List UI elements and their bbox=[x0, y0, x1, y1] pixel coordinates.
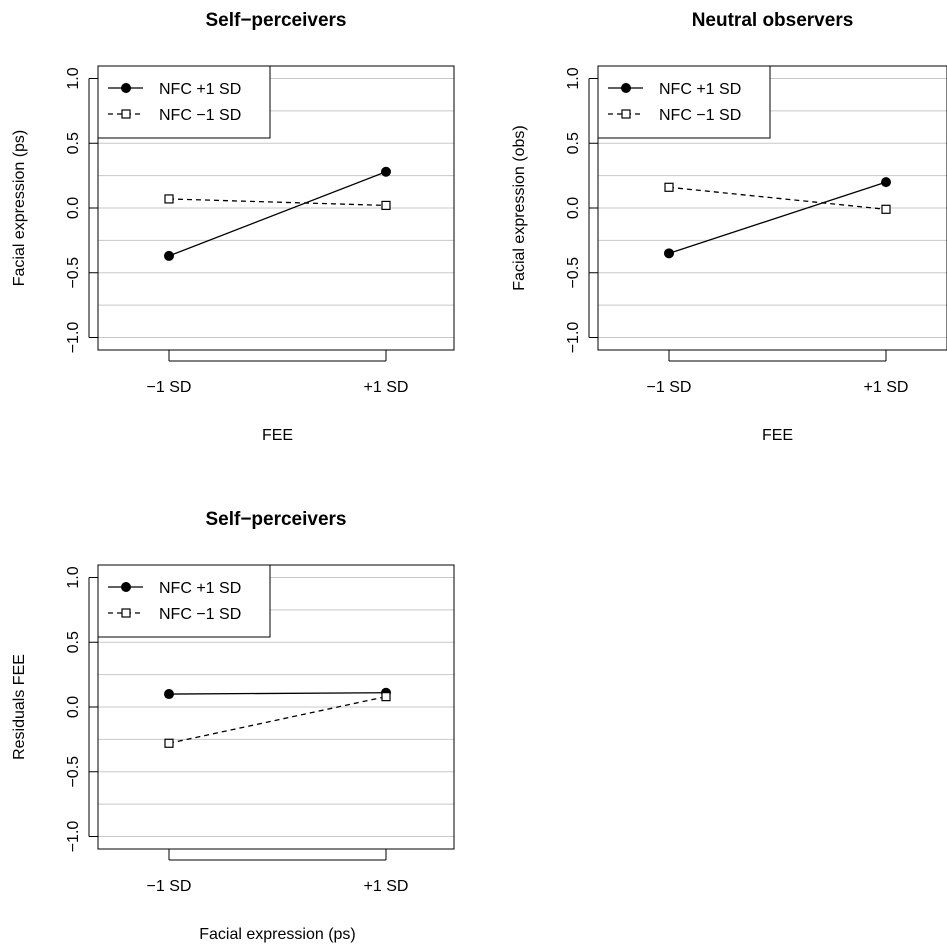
series-line bbox=[168, 171, 387, 257]
y-tick-label: 1.0 bbox=[65, 566, 82, 588]
legend-marker bbox=[121, 83, 131, 93]
y-tick-label: −0.5 bbox=[565, 257, 582, 289]
legend-label: NFC +1 SD bbox=[159, 580, 241, 597]
data-point bbox=[881, 204, 891, 214]
y-axis-label: Facial expression (ps) bbox=[11, 130, 28, 287]
series-2 bbox=[164, 194, 391, 211]
y-tick-label: 0.5 bbox=[65, 132, 82, 154]
series-1 bbox=[164, 687, 391, 700]
data-point bbox=[664, 182, 674, 192]
data-point bbox=[164, 689, 174, 700]
legend-marker bbox=[621, 83, 631, 93]
x-tick-label: +1 SD bbox=[364, 878, 409, 895]
series-1 bbox=[164, 166, 391, 261]
data-point bbox=[881, 177, 891, 188]
legend-label: NFC +1 SD bbox=[659, 81, 741, 98]
series-line bbox=[168, 198, 387, 207]
data-point bbox=[664, 248, 674, 259]
x-tick-label: −1 SD bbox=[147, 379, 192, 396]
y-tick-label: −1.0 bbox=[65, 322, 82, 354]
chart-title: Self−perceivers bbox=[205, 509, 346, 530]
data-point bbox=[164, 738, 174, 748]
y-tick-label: 0.0 bbox=[65, 197, 82, 219]
legend-label: NFC −1 SD bbox=[159, 606, 241, 623]
plot-panel-3: Self−perceivers −1.0 −0.5 0.0 0.5 1.0 Residual… bbox=[11, 509, 455, 943]
x-tick-label: −1 SD bbox=[147, 878, 192, 895]
y-tick-label: −0.5 bbox=[65, 756, 82, 788]
x-tick-label: +1 SD bbox=[864, 379, 909, 396]
y-tick-label: −1.0 bbox=[565, 322, 582, 354]
series-line bbox=[668, 181, 887, 254]
plot-panel-2: Neutral observers −1.0 −0.5 0.0 0.5 1.0 Facial… bbox=[511, 10, 947, 444]
legend-marker bbox=[621, 109, 631, 119]
series-line bbox=[668, 186, 887, 210]
x-tick-label: +1 SD bbox=[364, 379, 409, 396]
y-tick-label: 0.0 bbox=[65, 696, 82, 718]
series-line bbox=[168, 696, 387, 744]
y-tick-label: −1.0 bbox=[65, 821, 82, 853]
legend: NFC +1 SD NFC −1 SD bbox=[97, 65, 271, 139]
series-1 bbox=[664, 177, 891, 259]
x-axis-label: Facial expression (ps) bbox=[199, 926, 356, 943]
legend: NFC +1 SD NFC −1 SD bbox=[97, 564, 271, 638]
x-tick-label: −1 SD bbox=[647, 379, 692, 396]
y-tick-label: 1.0 bbox=[65, 67, 82, 89]
legend-marker bbox=[121, 582, 131, 592]
y-tick-label: 1.0 bbox=[565, 67, 582, 89]
data-point bbox=[381, 166, 391, 177]
legend-label: NFC −1 SD bbox=[159, 107, 241, 124]
chart-title: Neutral observers bbox=[692, 10, 854, 31]
legend-marker bbox=[121, 608, 131, 618]
x-axis-label: FEE bbox=[262, 427, 293, 444]
y-tick-label: −0.5 bbox=[65, 257, 82, 289]
y-tick-label: 0.5 bbox=[65, 631, 82, 653]
x-axis-label: FEE bbox=[762, 427, 793, 444]
plot-panel-1: Self−perceivers −1.0 −0.5 0.0 0.5 1.0 Facial e… bbox=[11, 10, 455, 444]
y-axis-label: Facial expression (obs) bbox=[511, 125, 528, 290]
legend-label: NFC −1 SD bbox=[659, 107, 741, 124]
legend-marker bbox=[121, 109, 131, 119]
series-2 bbox=[664, 182, 891, 214]
chart-title: Self−perceivers bbox=[205, 10, 346, 31]
legend-box bbox=[597, 65, 771, 139]
series-2 bbox=[164, 692, 391, 748]
y-tick-label: 0.0 bbox=[565, 197, 582, 219]
legend-box bbox=[97, 65, 271, 139]
y-axis-label: Residuals FEE bbox=[11, 654, 28, 760]
legend-box bbox=[97, 564, 271, 638]
data-point bbox=[381, 692, 391, 702]
series-line bbox=[168, 692, 387, 695]
legend-label: NFC +1 SD bbox=[159, 81, 241, 98]
y-tick-label: 0.5 bbox=[565, 132, 582, 154]
legend: NFC +1 SD NFC −1 SD bbox=[597, 65, 771, 139]
data-point bbox=[164, 250, 174, 261]
data-point bbox=[381, 200, 391, 211]
data-point bbox=[164, 194, 174, 204]
